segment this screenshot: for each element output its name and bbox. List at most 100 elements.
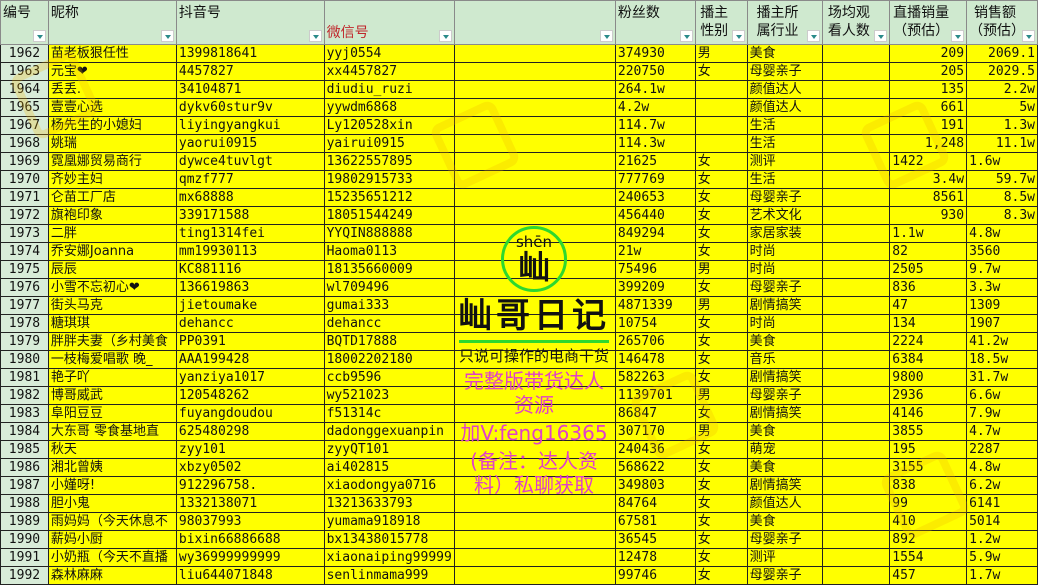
table-cell[interactable]: 音乐: [746, 350, 823, 369]
table-cell[interactable]: 99: [889, 494, 968, 513]
table-cell[interactable]: 旗袍印象: [47, 206, 177, 225]
filter-dropdown-icon[interactable]: [160, 30, 174, 42]
table-cell[interactable]: 98037993: [175, 512, 325, 531]
row-number[interactable]: 1981: [0, 368, 49, 387]
table-cell[interactable]: 生活: [746, 170, 823, 189]
table-cell[interactable]: [694, 98, 748, 117]
table-cell[interactable]: 女: [694, 530, 748, 549]
table-cell[interactable]: 4.2w: [614, 98, 696, 117]
table-cell[interactable]: 小嫤呀!: [47, 476, 177, 495]
table-cell[interactable]: [821, 476, 891, 495]
table-cell[interactable]: [821, 422, 891, 441]
table-cell[interactable]: [821, 278, 891, 297]
table-cell[interactable]: bixin66886688: [175, 530, 325, 549]
table-cell[interactable]: 美食: [746, 422, 823, 441]
table-cell[interactable]: 9.7w: [966, 260, 1038, 279]
table-cell[interactable]: 82: [889, 242, 968, 261]
table-cell[interactable]: [821, 206, 891, 225]
table-cell[interactable]: 剧情搞笑: [746, 404, 823, 423]
table-cell[interactable]: 930: [889, 206, 968, 225]
filter-dropdown-icon[interactable]: [951, 30, 965, 42]
table-cell[interactable]: xx4457827: [323, 62, 455, 81]
row-number[interactable]: 1977: [0, 296, 49, 315]
table-cell[interactable]: [821, 62, 891, 81]
table-cell[interactable]: 1422: [889, 152, 968, 171]
table-cell[interactable]: 女: [694, 314, 748, 333]
table-cell[interactable]: 杨先生的小媳妇: [47, 116, 177, 135]
table-cell[interactable]: 34104871: [175, 80, 325, 99]
table-cell[interactable]: 1.1w: [889, 224, 968, 243]
table-cell[interactable]: 6141: [966, 494, 1038, 513]
table-cell[interactable]: 8561: [889, 188, 968, 207]
table-cell[interactable]: 3560: [966, 242, 1038, 261]
table-cell[interactable]: 女: [694, 206, 748, 225]
table-cell[interactable]: 15235651212: [323, 188, 455, 207]
table-cell[interactable]: 1554: [889, 548, 968, 567]
table-cell[interactable]: gumai333: [323, 296, 455, 315]
table-cell[interactable]: xiaonaiping99999: [323, 548, 455, 567]
table-cell[interactable]: 颜值达人: [746, 494, 823, 513]
table-cell[interactable]: 8.5w: [966, 188, 1038, 207]
table-cell[interactable]: wy521023: [323, 386, 455, 405]
table-cell[interactable]: 一枝梅爱唱歌 晚_: [47, 350, 177, 369]
table-cell[interactable]: 测评: [746, 548, 823, 567]
table-cell[interactable]: 阜阳豆豆: [47, 404, 177, 423]
table-cell[interactable]: 836: [889, 278, 968, 297]
table-cell[interactable]: 7.9w: [966, 404, 1038, 423]
table-cell[interactable]: 374930: [614, 44, 696, 63]
table-cell[interactable]: 雨妈妈（今天休息不: [47, 512, 177, 531]
table-cell[interactable]: 134: [889, 314, 968, 333]
table-cell[interactable]: 女: [694, 224, 748, 243]
table-cell[interactable]: [453, 224, 616, 243]
table-cell[interactable]: [821, 314, 891, 333]
table-cell[interactable]: 3155: [889, 458, 968, 477]
table-cell[interactable]: 1907: [966, 314, 1038, 333]
table-cell[interactable]: 59.7w: [966, 170, 1038, 189]
table-cell[interactable]: 母婴亲子: [746, 278, 823, 297]
table-cell[interactable]: [453, 548, 616, 567]
row-number[interactable]: 1968: [0, 134, 49, 153]
table-cell[interactable]: 姚瑞: [47, 134, 177, 153]
table-cell[interactable]: 86847: [614, 404, 696, 423]
table-cell[interactable]: Haoma0113: [323, 242, 455, 261]
table-cell[interactable]: 10754: [614, 314, 696, 333]
table-cell[interactable]: 女: [694, 62, 748, 81]
table-cell[interactable]: [453, 386, 616, 405]
table-cell[interactable]: [453, 512, 616, 531]
table-cell[interactable]: 女: [694, 242, 748, 261]
table-cell[interactable]: [821, 224, 891, 243]
table-cell[interactable]: 女: [694, 170, 748, 189]
table-cell[interactable]: 582263: [614, 368, 696, 387]
table-cell[interactable]: [821, 512, 891, 531]
table-cell[interactable]: [453, 494, 616, 513]
table-cell[interactable]: PP0391: [175, 332, 325, 351]
table-cell[interactable]: 剧情搞笑: [746, 476, 823, 495]
table-cell[interactable]: 女: [694, 476, 748, 495]
table-cell[interactable]: AAA199428: [175, 350, 325, 369]
table-cell[interactable]: 男: [694, 422, 748, 441]
table-cell[interactable]: 男: [694, 386, 748, 405]
table-cell[interactable]: 349803: [614, 476, 696, 495]
table-cell[interactable]: 胆小鬼: [47, 494, 177, 513]
table-cell[interactable]: zyyQT101: [323, 440, 455, 459]
table-cell[interactable]: 8.3w: [966, 206, 1038, 225]
table-cell[interactable]: 240436: [614, 440, 696, 459]
row-number[interactable]: 1984: [0, 422, 49, 441]
table-cell[interactable]: 剧情搞笑: [746, 296, 823, 315]
table-cell[interactable]: 糖琪琪: [47, 314, 177, 333]
table-cell[interactable]: dywce4tuvlgt: [175, 152, 325, 171]
table-cell[interactable]: [821, 44, 891, 63]
table-cell[interactable]: 女: [694, 152, 748, 171]
table-cell[interactable]: [821, 494, 891, 513]
row-number[interactable]: 1973: [0, 224, 49, 243]
table-cell[interactable]: [453, 368, 616, 387]
table-cell[interactable]: 壹壹心选: [47, 98, 177, 117]
table-cell[interactable]: jietoumake: [175, 296, 325, 315]
table-cell[interactable]: 6384: [889, 350, 968, 369]
table-cell[interactable]: [821, 350, 891, 369]
table-cell[interactable]: [821, 332, 891, 351]
table-cell[interactable]: dehancc: [175, 314, 325, 333]
table-cell[interactable]: 男: [694, 260, 748, 279]
table-cell[interactable]: [821, 530, 891, 549]
table-cell[interactable]: [821, 368, 891, 387]
